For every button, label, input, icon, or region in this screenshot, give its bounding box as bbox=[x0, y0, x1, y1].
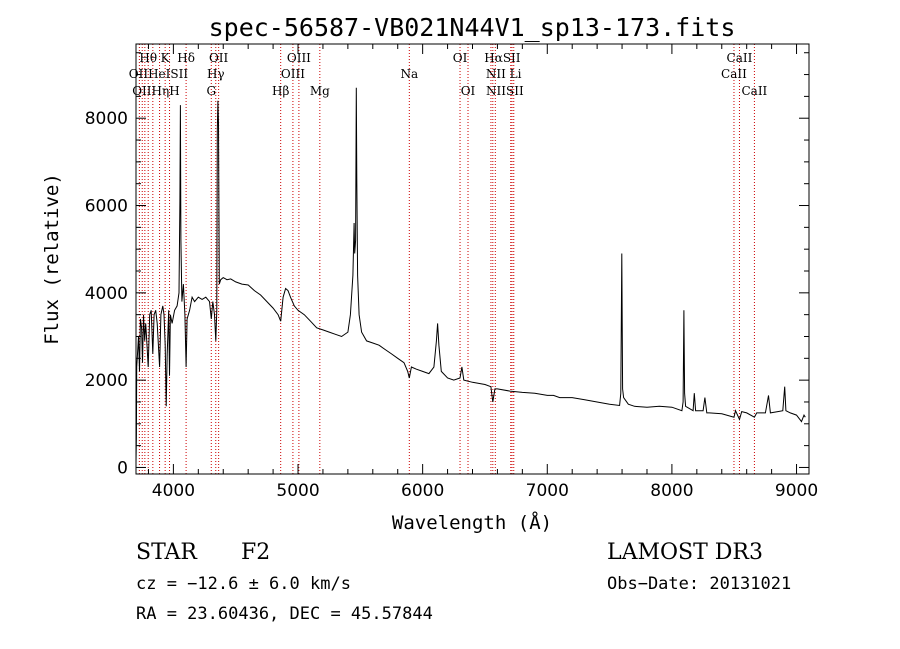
line-label: K bbox=[161, 51, 171, 65]
object-subclass: F2 bbox=[241, 540, 271, 565]
line-label: OI bbox=[453, 51, 468, 65]
y-tick-label: 8000 bbox=[85, 109, 128, 129]
spectral-line-labels: Hθ K Hδ OII OIII OI HαSII CaII OIIHeISII Hγ OIII Na… bbox=[129, 51, 768, 98]
line-label: OI bbox=[461, 84, 476, 98]
x-tick-label: 5000 bbox=[276, 481, 319, 501]
line-label: OIII bbox=[287, 51, 311, 65]
axis-ticks: 4000 5000 6000 7000 8000 9000 0 2000 4000 6000 800… bbox=[85, 44, 818, 501]
x-tick-label: 6000 bbox=[401, 481, 444, 501]
y-tick-label: 0 bbox=[117, 458, 128, 478]
line-label: CaII bbox=[741, 84, 767, 98]
line-label: OIII bbox=[281, 67, 305, 81]
x-axis-label: Wavelength (Å) bbox=[392, 511, 552, 534]
line-label: HαSII bbox=[484, 51, 521, 65]
spectrum-series-line bbox=[135, 87, 806, 464]
y-axis-label: Flux (relative) bbox=[41, 173, 63, 345]
line-label: NII Li bbox=[486, 67, 522, 81]
line-label: CaII bbox=[727, 51, 753, 65]
redshift-velocity: cz = −12.6 ± 6.0 km/s bbox=[136, 574, 351, 594]
x-tick-label: 9000 bbox=[775, 481, 818, 501]
line-label: OII bbox=[209, 51, 229, 65]
line-label: Na bbox=[400, 67, 418, 81]
line-label: OIIHηH bbox=[132, 84, 179, 98]
line-label: G bbox=[206, 84, 216, 98]
x-tick-label: 7000 bbox=[526, 481, 569, 501]
line-label: OIIHeISII bbox=[129, 67, 189, 81]
line-label: Hβ bbox=[272, 84, 289, 98]
x-tick-label: 4000 bbox=[152, 481, 195, 501]
object-type: STAR bbox=[136, 540, 197, 565]
chart-title: spec-56587-VB021N44V1_sp13-173.fits bbox=[209, 13, 736, 42]
spectral-line-markers bbox=[138, 44, 755, 474]
y-tick-label: 4000 bbox=[85, 284, 128, 304]
x-tick-label: 8000 bbox=[650, 481, 693, 501]
observation-date: Obs−Date: 20131021 bbox=[607, 574, 792, 594]
line-label: NIISII bbox=[486, 84, 524, 98]
line-label: Mg bbox=[310, 84, 330, 98]
survey-name: LAMOST DR3 bbox=[607, 540, 763, 565]
line-label: CaII bbox=[721, 67, 747, 81]
line-label: Hδ bbox=[177, 51, 195, 65]
line-label: Hθ bbox=[139, 51, 157, 65]
line-label: Hγ bbox=[207, 67, 225, 81]
plot-frame bbox=[135, 43, 810, 475]
coordinates: RA = 23.60436, DEC = 45.57844 bbox=[136, 604, 433, 624]
y-tick-label: 2000 bbox=[85, 371, 128, 391]
y-tick-label: 6000 bbox=[85, 197, 128, 217]
